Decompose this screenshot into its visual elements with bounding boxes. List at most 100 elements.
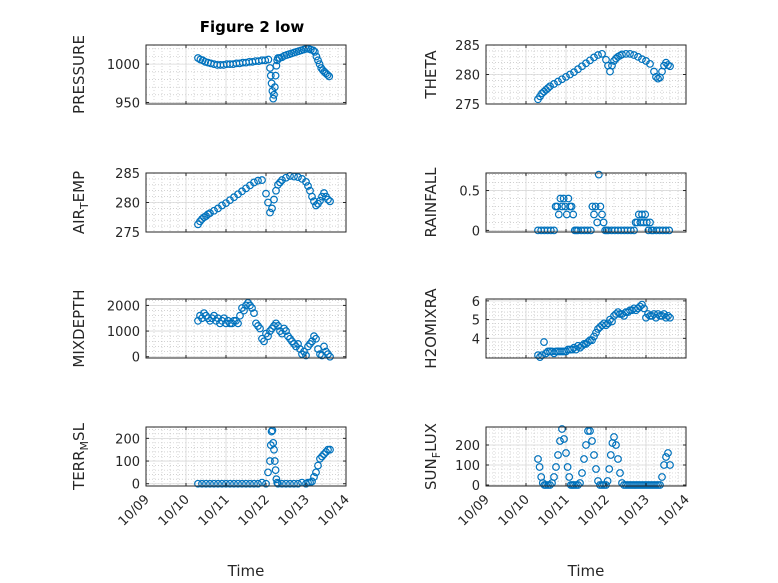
- data-point: [664, 311, 672, 320]
- data-point: [556, 437, 564, 445]
- data-point: [562, 449, 570, 457]
- data-point: [598, 210, 606, 219]
- data-point: [240, 306, 248, 315]
- data-point: [583, 226, 592, 235]
- data-point: [282, 173, 290, 182]
- data-point: [618, 50, 626, 59]
- data-point: [588, 202, 597, 211]
- data-point: [290, 479, 298, 488]
- y-tick-label: 280: [115, 197, 140, 212]
- data-point: [578, 469, 586, 477]
- data-point: [278, 479, 286, 488]
- data-point: [565, 473, 574, 481]
- data-point: [590, 53, 598, 62]
- data-point: [264, 198, 272, 207]
- data-point: [304, 182, 312, 190]
- data-point: [323, 70, 332, 79]
- data-point: [218, 201, 226, 210]
- data-point: [596, 202, 605, 211]
- subplot-theta: 275 280 285 THETA: [422, 39, 687, 113]
- data-point: [270, 83, 279, 92]
- x-axis-label: Time: [567, 562, 605, 580]
- data-point: [554, 77, 562, 86]
- axes-box: [145, 44, 347, 105]
- data-point: [634, 52, 642, 61]
- data-point: [558, 75, 566, 84]
- data-point: [662, 453, 670, 461]
- data-point: [624, 308, 632, 317]
- y-axis-label: THETA: [422, 50, 440, 100]
- data-point: [563, 463, 572, 471]
- data-point: [552, 463, 560, 471]
- data-point: [614, 308, 622, 317]
- data-point: [590, 332, 598, 341]
- x-tick-label: 10/09: [116, 492, 153, 529]
- subplot-mixdepth: 0 1000 2000 MIXDEPTH: [70, 289, 347, 368]
- data-point: [592, 328, 600, 337]
- data-point: [266, 71, 275, 80]
- data-point: [553, 202, 562, 211]
- data-point: [314, 461, 322, 470]
- data-point: [296, 345, 304, 353]
- data-point: [594, 477, 602, 485]
- y-axis-label: PRESSURE: [70, 35, 88, 114]
- data-point: [268, 204, 276, 213]
- data-point: [271, 466, 280, 475]
- data-point: [535, 463, 544, 471]
- data-point: [534, 455, 542, 463]
- subplot-h2omixra: 4 5 6 H2OMIXRA: [422, 288, 687, 369]
- data-point: [638, 300, 646, 309]
- data-point: [602, 481, 610, 489]
- data-point: [326, 445, 334, 454]
- data-point: [586, 226, 595, 235]
- data-point: [210, 206, 218, 215]
- data-point: [568, 345, 576, 354]
- plot-area: [486, 299, 686, 358]
- y-tick-label: 200: [115, 432, 140, 447]
- data-point: [536, 353, 544, 361]
- data-point: [226, 479, 234, 488]
- data-point: [318, 452, 326, 461]
- data-point: [302, 177, 310, 186]
- data-point: [550, 80, 558, 88]
- y-tick-label: 100: [455, 459, 480, 474]
- data-point: [664, 449, 672, 457]
- y-tick-label: 280: [455, 69, 480, 84]
- data-point: [606, 451, 615, 459]
- data-series: [194, 298, 334, 361]
- x-tick-label: 10/10: [496, 492, 533, 529]
- data-point: [602, 321, 610, 330]
- y-tick-label: 6: [472, 295, 480, 310]
- data-point: [646, 59, 654, 68]
- data-point: [591, 202, 600, 211]
- data-point: [610, 433, 618, 441]
- data-point: [590, 210, 598, 219]
- data-point: [614, 455, 622, 463]
- data-point: [626, 49, 634, 58]
- data-point: [210, 479, 218, 488]
- data-point: [258, 176, 266, 184]
- data-point: [310, 47, 319, 56]
- subplot-terr_msl: 0 100 200 10/09 10/10 10/11 10/12 10/13 10/14 Tim…: [70, 422, 353, 580]
- y-tick-label: 100: [115, 455, 140, 470]
- data-point: [322, 448, 330, 456]
- y-tick-label: 5: [472, 314, 480, 329]
- data-point: [566, 70, 574, 79]
- data-point: [254, 176, 262, 185]
- data-point: [586, 427, 594, 435]
- data-point: [267, 427, 276, 436]
- y-tick-label: 950: [115, 96, 140, 111]
- y-tick-label: 0: [132, 478, 140, 493]
- data-point: [261, 56, 270, 65]
- data-point: [598, 49, 606, 58]
- data-series: [194, 44, 334, 103]
- subplot-pressure: 950 1000 PRESSURE: [70, 35, 347, 114]
- data-point: [202, 479, 210, 488]
- data-series: [534, 49, 674, 104]
- data-point: [218, 479, 226, 488]
- data-point: [560, 435, 568, 443]
- data-point: [666, 461, 674, 469]
- data-point: [262, 479, 270, 488]
- figure-title: Figure 2 low: [200, 18, 305, 36]
